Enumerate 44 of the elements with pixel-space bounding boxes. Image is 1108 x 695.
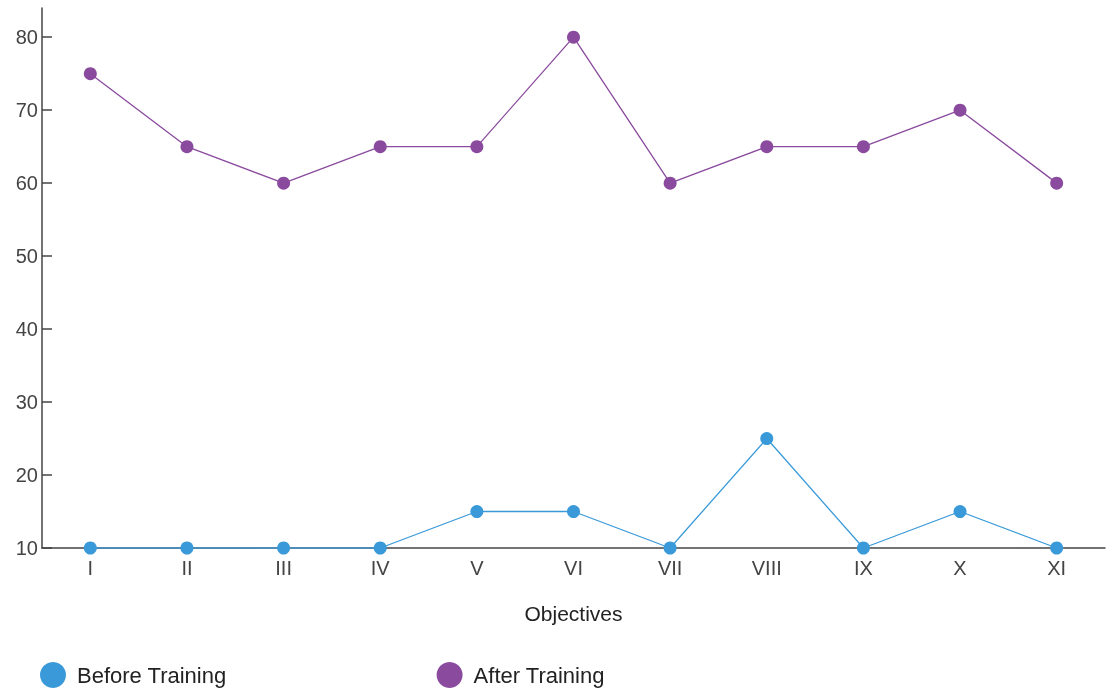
x-tick-label: VII — [657, 557, 683, 579]
point — [856, 541, 870, 555]
point — [567, 505, 580, 519]
point — [180, 541, 194, 555]
y-tick-label: 50 — [15, 245, 38, 268]
point — [277, 541, 291, 555]
point — [856, 140, 870, 154]
point — [760, 140, 774, 154]
y-tick-label: 70 — [15, 99, 38, 122]
x-tick-label: IX — [853, 557, 873, 579]
point — [663, 176, 677, 190]
point — [83, 541, 97, 555]
point — [953, 505, 967, 519]
y-tick-label: 10 — [15, 537, 38, 559]
y-tick-label: 40 — [15, 318, 38, 341]
y-tick-label: 60 — [15, 172, 38, 195]
point — [83, 67, 97, 81]
y-tick-label: 30 — [15, 391, 38, 414]
point — [1050, 541, 1064, 555]
y-tick-label: 80 — [15, 26, 38, 49]
point — [470, 505, 484, 519]
x-tick-label: XI — [1047, 557, 1067, 579]
point — [373, 140, 387, 154]
point — [663, 541, 677, 555]
x-tick-label: III — [275, 557, 292, 579]
point — [373, 541, 387, 555]
legend-label: Before Training — [77, 662, 227, 688]
x-tick-label: I — [87, 557, 94, 579]
point — [277, 176, 291, 190]
x-tick-label: V — [470, 557, 485, 579]
point — [1050, 176, 1064, 190]
x-tick-label: VIII — [751, 557, 782, 579]
x-tick-label: VI — [564, 557, 583, 579]
y-tick-label: 20 — [15, 464, 38, 487]
point — [567, 30, 580, 44]
point — [470, 140, 484, 154]
x-tick-label: IV — [370, 557, 391, 579]
x-axis-title: Objectives — [524, 602, 623, 625]
point — [953, 103, 967, 117]
x-tick-label: II — [181, 557, 193, 579]
point — [180, 140, 194, 154]
legend-label: After Training — [473, 662, 605, 688]
point — [760, 432, 774, 446]
x-tick-label: X — [953, 557, 967, 579]
